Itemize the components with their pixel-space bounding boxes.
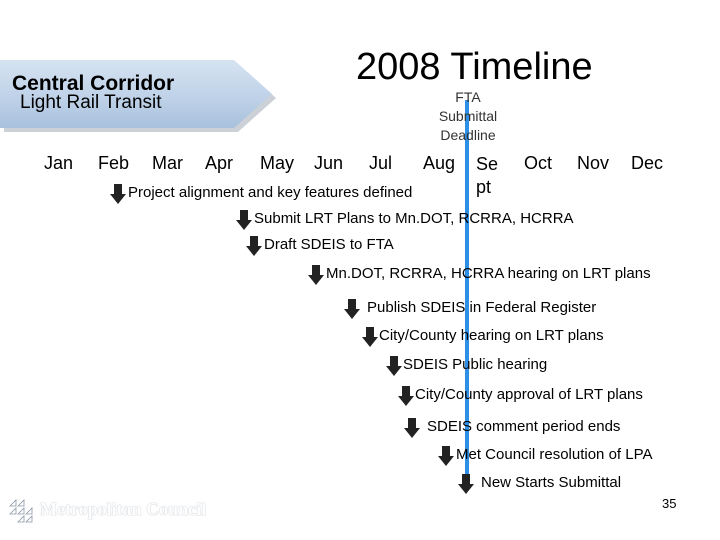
down-arrow-icon (236, 210, 252, 230)
down-arrow-icon (362, 327, 378, 347)
month-sep: Se pt (476, 154, 499, 197)
month-jul: Jul (369, 153, 393, 173)
page-number: 35 (662, 496, 677, 511)
down-arrow-icon (344, 299, 360, 319)
down-arrow-icon (404, 418, 420, 438)
down-arrow-icon (308, 265, 324, 285)
month-feb: Feb (98, 153, 130, 173)
month-apr: Apr (205, 153, 234, 173)
milestone-label: City/County approval of LRT plans (415, 386, 643, 403)
month-nov: Nov (577, 153, 610, 173)
down-arrow-icon (458, 474, 474, 494)
down-arrow-icon (246, 236, 262, 256)
metropolitan-council-logo-icon (9, 499, 33, 523)
month-may: May (260, 153, 295, 173)
milestone-label: Publish SDEIS in Federal Register (367, 299, 597, 316)
banner-subtitle: Light Rail Transit (20, 92, 162, 113)
milestone-label: Draft SDEIS to FTA (264, 236, 394, 253)
milestone-label: Met Council resolution of LPA (456, 446, 653, 463)
deadline-line (465, 100, 469, 490)
milestone-label: New Starts Submittal (481, 474, 622, 491)
milestone-label: Mn.DOT, RCRRA, HCRRA hearing on LRT plan… (326, 265, 651, 282)
deadline-label: FTA Submittal Deadline (438, 89, 498, 143)
month-aug: Aug (423, 153, 456, 173)
metropolitan-council-logo: Metropolitan Council (40, 499, 207, 519)
slide-title: 2008 Timeline (356, 46, 593, 88)
down-arrow-icon (398, 386, 414, 406)
month-dec: Dec (631, 153, 664, 173)
milestone-label: Submit LRT Plans to Mn.DOT, RCRRA, HCRRA (254, 210, 574, 227)
milestone-label: SDEIS Public hearing (403, 356, 548, 373)
milestone-label: Project alignment and key features defin… (128, 184, 413, 201)
title-banner (0, 60, 272, 128)
month-oct: Oct (524, 153, 553, 173)
down-arrow-icon (438, 446, 454, 466)
month-mar: Mar (152, 153, 183, 173)
month-jan: Jan (44, 153, 74, 173)
down-arrow-icon (110, 184, 126, 204)
banner-title: Central Corridor (12, 72, 175, 95)
month-jun: Jun (314, 153, 344, 173)
down-arrow-icon (386, 356, 402, 376)
milestone-label: SDEIS comment period ends (427, 418, 621, 435)
milestone-label: City/County hearing on LRT plans (379, 327, 604, 344)
